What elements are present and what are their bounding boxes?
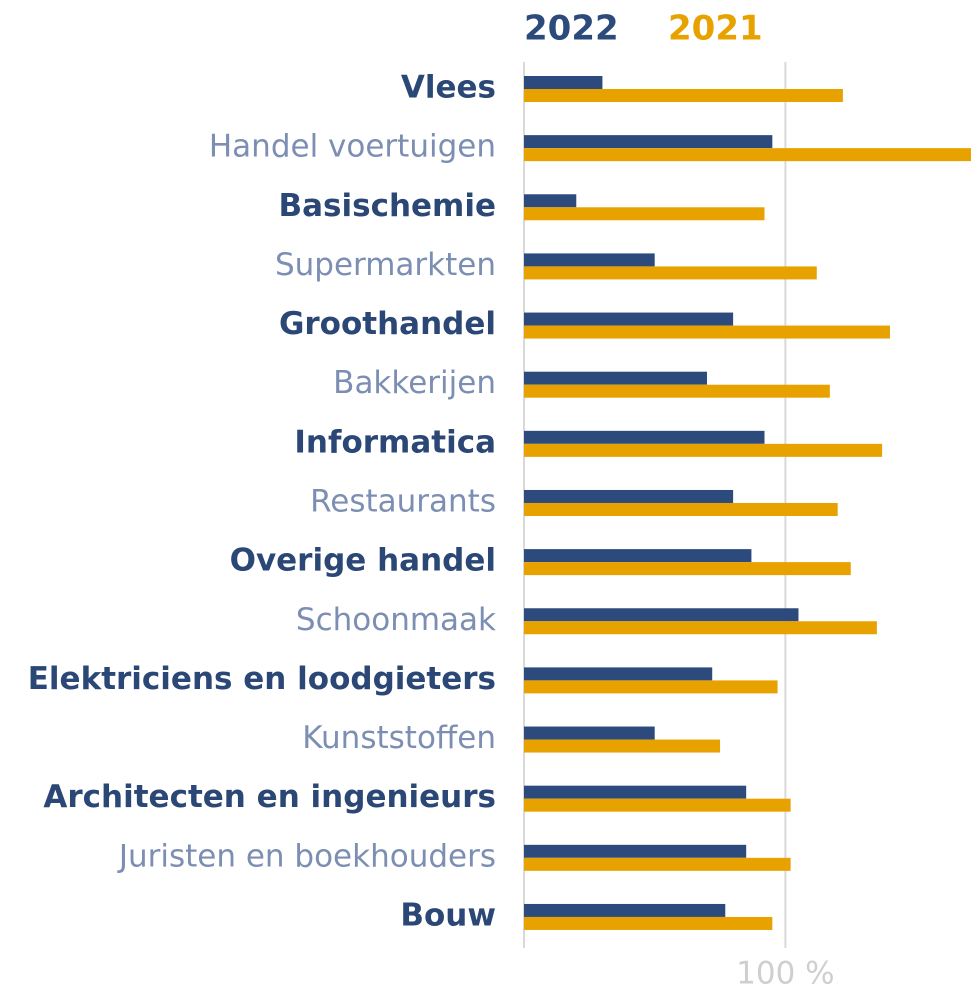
category-label: Restaurants	[310, 483, 496, 519]
bar	[524, 89, 843, 102]
bar	[524, 562, 851, 576]
x-tick-label: 100 %	[736, 956, 834, 992]
bar	[524, 325, 890, 339]
bar	[524, 443, 883, 457]
bar	[524, 194, 577, 208]
bar	[524, 798, 791, 812]
category-label: Architecten en ingenieurs	[43, 779, 496, 815]
bar	[524, 903, 726, 917]
bar	[524, 371, 707, 385]
category-label: Groothandel	[279, 306, 496, 342]
category-label: Bouw	[400, 897, 496, 933]
bar	[524, 76, 603, 89]
bar	[524, 253, 655, 267]
bar	[524, 384, 830, 398]
bar	[524, 680, 778, 694]
bar	[524, 489, 734, 503]
category-label: Elektriciens en loodgieters	[28, 661, 496, 697]
category-label: Schoonmaak	[296, 602, 496, 638]
bar	[524, 785, 747, 799]
bar	[524, 207, 765, 221]
category-label: Supermarkten	[275, 247, 496, 283]
category-label: Bakkerijen	[333, 365, 496, 401]
category-label: Informatica	[294, 424, 496, 460]
category-label: Handel voertuigen	[209, 129, 496, 165]
bar	[524, 148, 971, 162]
bar	[524, 916, 773, 930]
category-label: Vlees	[401, 70, 496, 106]
bar	[524, 844, 747, 858]
bar	[524, 726, 655, 740]
category-label: Basischemie	[279, 188, 497, 224]
category-label: Kunststoffen	[302, 720, 496, 756]
bar	[524, 739, 721, 753]
bar	[524, 135, 773, 149]
bar	[524, 621, 877, 635]
bar	[524, 266, 817, 280]
legend-entry: 2022	[524, 9, 619, 49]
bar	[524, 667, 713, 681]
category-label: Juristen en boekhouders	[117, 838, 496, 874]
bar	[524, 430, 765, 444]
bar	[524, 312, 734, 326]
plot-area	[524, 62, 971, 948]
category-label: Overige handel	[230, 543, 496, 579]
legend-entry: 2021	[668, 9, 763, 49]
bar	[524, 608, 799, 622]
bar	[524, 857, 791, 871]
bar	[524, 549, 752, 563]
bar	[524, 502, 838, 516]
